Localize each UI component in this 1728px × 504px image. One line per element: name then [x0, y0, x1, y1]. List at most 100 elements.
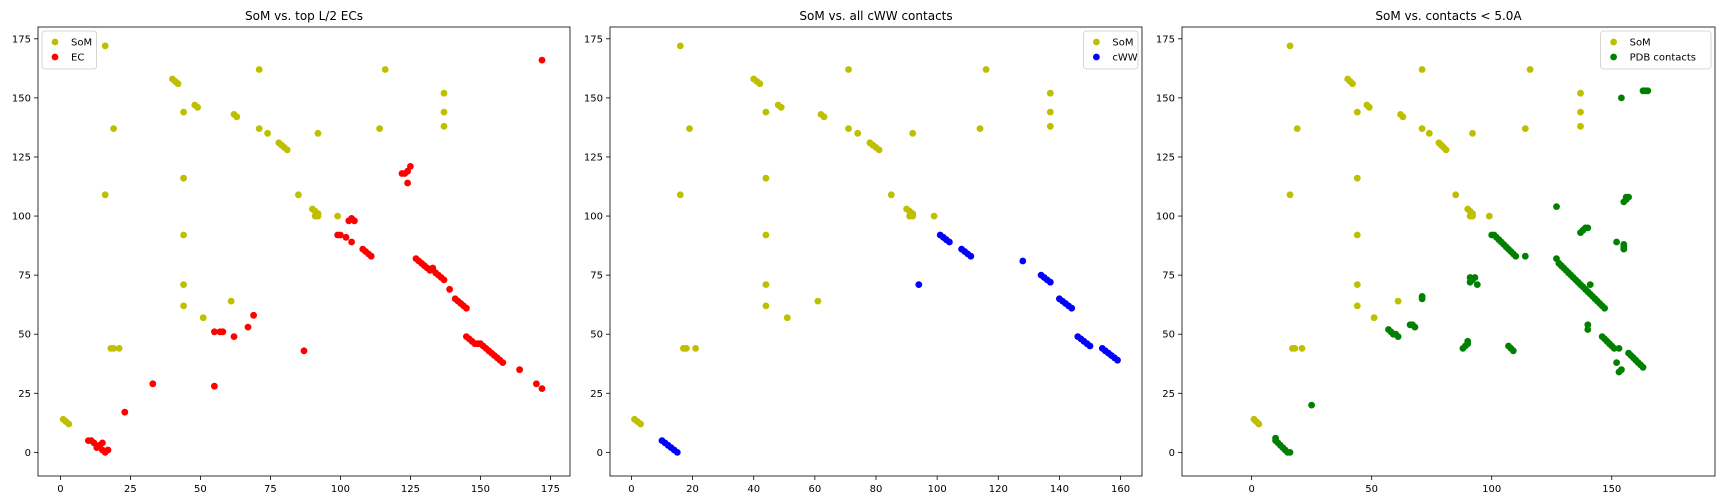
- data-point: [295, 191, 302, 199]
- y-tick-label: 175: [584, 34, 603, 45]
- legend-label: PDB contacts: [1630, 53, 1696, 64]
- series-cww: [658, 231, 1121, 456]
- data-point: [121, 408, 129, 416]
- y-tick-label: 175: [12, 34, 31, 45]
- data-point: [1469, 129, 1476, 137]
- data-point: [1286, 42, 1294, 50]
- data-point: [351, 217, 358, 225]
- y-tick-label: 50: [18, 330, 31, 341]
- data-point: [101, 191, 109, 199]
- data-point: [300, 347, 308, 355]
- legend-label: SoM: [71, 38, 92, 49]
- data-point: [255, 66, 263, 73]
- plot-frame: [609, 26, 1143, 477]
- data-point: [845, 125, 852, 132]
- data-point: [65, 420, 73, 428]
- x-tick-label: 100: [1482, 484, 1501, 495]
- data-point: [820, 113, 828, 121]
- y-tick-label: 75: [18, 271, 31, 282]
- data-point: [676, 191, 684, 199]
- data-point: [1086, 342, 1094, 350]
- data-point: [1613, 238, 1620, 246]
- data-point: [875, 146, 883, 154]
- data-point: [227, 297, 235, 305]
- data-point: [930, 212, 938, 220]
- data-point: [1418, 66, 1426, 73]
- chart-panel-3: SoM vs. contacts < 5.0A 0 50 100 150 0 25 50 75 1…: [1156, 9, 1716, 495]
- legend: SoM EC: [41, 30, 97, 70]
- data-point: [1291, 345, 1299, 352]
- x-tick-label: 0: [57, 484, 63, 495]
- data-point: [1286, 191, 1294, 199]
- data-point: [814, 297, 822, 305]
- y-tick-label: 25: [590, 389, 603, 400]
- data-point: [440, 108, 448, 116]
- data-point: [348, 238, 355, 246]
- data-point: [1584, 321, 1592, 329]
- y-tick-label: 125: [1156, 152, 1175, 163]
- data-point: [538, 385, 546, 392]
- data-point: [1586, 281, 1594, 288]
- y-tick-label: 25: [1162, 389, 1175, 400]
- data-point: [250, 311, 257, 319]
- chart-panel-1: SoM vs. top L/2 ECs 0 25 50 75 100 125 150 175 0 2…: [12, 9, 571, 495]
- x-tick-label: 60: [808, 484, 821, 495]
- data-point: [1521, 252, 1529, 260]
- data-point: [516, 366, 523, 374]
- data-point: [446, 285, 453, 293]
- legend: SoM PDB contacts: [1600, 30, 1712, 70]
- data-point: [1553, 203, 1560, 211]
- data-point: [230, 333, 238, 340]
- data-point: [1411, 323, 1419, 331]
- data-point: [1577, 122, 1584, 130]
- legend-box: [1600, 30, 1712, 70]
- legend-marker: [1610, 53, 1617, 61]
- x-tick-label: 40: [747, 484, 760, 495]
- data-point: [976, 125, 984, 132]
- data-point: [1349, 80, 1356, 88]
- data-point: [99, 439, 106, 447]
- series-pdb-contacts: [1272, 87, 1652, 456]
- data-point: [1512, 252, 1520, 260]
- legend: SoM cWW: [1083, 30, 1139, 70]
- x-tick-label: 25: [124, 484, 137, 495]
- data-point: [104, 446, 112, 454]
- data-point: [1046, 89, 1054, 97]
- data-point: [1577, 89, 1584, 97]
- data-point: [1394, 333, 1402, 340]
- data-point: [499, 359, 507, 366]
- data-point: [1584, 224, 1592, 232]
- data-point: [756, 80, 764, 88]
- data-point: [180, 231, 188, 239]
- data-point: [1442, 146, 1450, 154]
- data-point: [1308, 401, 1315, 409]
- data-point: [440, 89, 448, 97]
- data-point: [1394, 297, 1402, 305]
- data-point: [1418, 125, 1426, 132]
- data-point: [1046, 278, 1054, 286]
- data-point: [440, 122, 448, 130]
- y-tick-label: 0: [1169, 448, 1175, 459]
- y-tick-label: 125: [12, 152, 31, 163]
- data-point: [777, 103, 785, 111]
- chart-title: SoM vs. top L/2 ECs: [245, 9, 363, 23]
- data-point: [440, 276, 448, 284]
- data-point: [110, 345, 117, 352]
- data-point: [1452, 191, 1460, 199]
- data-point: [762, 231, 770, 239]
- data-point: [1625, 193, 1632, 201]
- data-point: [762, 281, 770, 288]
- data-point: [1601, 304, 1608, 312]
- legend-marker: [51, 38, 59, 46]
- data-point: [233, 113, 241, 121]
- data-point: [845, 66, 852, 73]
- legend-label: EC: [71, 53, 84, 64]
- data-point: [1521, 125, 1529, 132]
- x-tick-label: 120: [989, 484, 1008, 495]
- series-som: [1250, 42, 1584, 428]
- series-ec: [85, 56, 546, 456]
- data-point: [1471, 274, 1479, 281]
- data-point: [915, 281, 923, 288]
- legend-marker: [1093, 53, 1100, 61]
